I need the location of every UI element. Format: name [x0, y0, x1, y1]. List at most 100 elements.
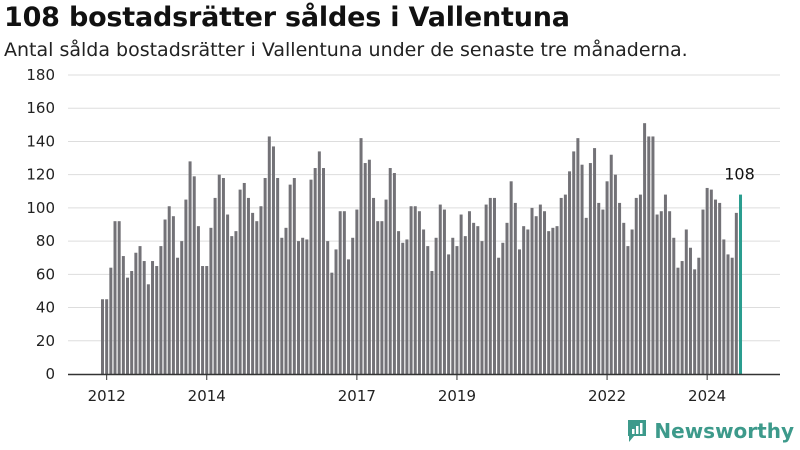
bar [530, 207, 534, 374]
bar [226, 214, 230, 374]
bar [538, 204, 542, 374]
bar [618, 202, 622, 374]
bar [647, 136, 651, 374]
bar [580, 164, 584, 374]
bar [551, 227, 555, 374]
bar [705, 187, 709, 374]
bar [221, 177, 225, 374]
bar [376, 221, 380, 374]
y-tick-label: 20 [36, 332, 55, 350]
y-tick-label: 40 [36, 299, 55, 317]
bar [459, 214, 463, 374]
bar [146, 284, 150, 374]
bar [171, 216, 175, 374]
bar [355, 209, 359, 374]
y-axis-ticks: 0 20 40 60 80 100 120 140 160 180 [26, 66, 55, 383]
bar [734, 212, 738, 374]
bar [217, 174, 221, 374]
brand-logo: Newsworthy [626, 418, 794, 444]
bar [518, 249, 521, 374]
annotations: 108 [724, 165, 755, 184]
bar [467, 211, 471, 374]
bar [384, 199, 388, 374]
bar [184, 199, 188, 374]
bar [451, 237, 455, 374]
newsworthy-logo-icon [628, 420, 647, 442]
bar [188, 161, 192, 374]
bar [643, 123, 647, 374]
bar [267, 136, 271, 374]
bar [301, 237, 305, 374]
bar [697, 257, 701, 374]
bar [563, 194, 567, 374]
bar [559, 197, 563, 374]
value-annotation: 108 [724, 165, 755, 184]
bar [409, 206, 413, 374]
bar [121, 256, 125, 374]
y-tick-label: 120 [26, 166, 55, 184]
bar [680, 261, 684, 374]
bar [142, 261, 146, 374]
y-tick-label: 80 [36, 232, 55, 250]
bar [296, 241, 300, 374]
bar [238, 189, 242, 374]
brand-name: Newsworthy [654, 419, 794, 443]
bar [634, 197, 638, 374]
bar [271, 146, 275, 374]
y-tick-label: 180 [26, 66, 55, 84]
bar [693, 269, 697, 374]
bar [234, 231, 238, 374]
bar [659, 211, 663, 374]
bar [601, 209, 605, 374]
bar [718, 202, 722, 374]
bar [246, 197, 250, 374]
bar [597, 202, 601, 374]
bar [292, 177, 296, 374]
bar [434, 237, 438, 374]
bar [280, 237, 284, 374]
bars [101, 123, 743, 374]
bar [322, 168, 326, 374]
bar [380, 221, 384, 374]
bar [484, 204, 488, 374]
bar [180, 241, 184, 374]
bar [534, 216, 538, 374]
x-axis: 2012 2014 2017 2019 2022 2024 [68, 373, 780, 405]
bar [313, 168, 317, 374]
bar [447, 254, 451, 374]
chart-subtitle: Antal sålda bostadsrätter i Vallentuna u… [4, 39, 688, 61]
bar [543, 211, 547, 374]
bar [413, 206, 417, 374]
bar [630, 229, 634, 374]
bar [555, 226, 559, 374]
bar [338, 211, 342, 374]
bar [151, 261, 155, 374]
bar [397, 231, 401, 374]
y-tick-label: 60 [36, 265, 55, 283]
bar [722, 239, 726, 374]
bar [359, 138, 363, 374]
bar [430, 271, 434, 374]
bar [613, 174, 617, 374]
bar [713, 199, 717, 374]
y-tick-label: 160 [26, 99, 55, 117]
bar [492, 197, 496, 374]
bar [205, 266, 209, 374]
bar [138, 246, 142, 374]
bar [547, 231, 551, 374]
bar [109, 267, 113, 374]
bar [442, 209, 446, 374]
bar [113, 221, 117, 374]
bar [505, 222, 509, 374]
bar [701, 209, 705, 374]
bar [605, 181, 609, 374]
bar [134, 252, 138, 374]
bar [176, 257, 180, 374]
bar [126, 277, 130, 374]
bar [480, 241, 484, 374]
bar [334, 249, 338, 374]
bar [472, 222, 476, 374]
bar [509, 181, 513, 374]
bar [422, 229, 426, 374]
